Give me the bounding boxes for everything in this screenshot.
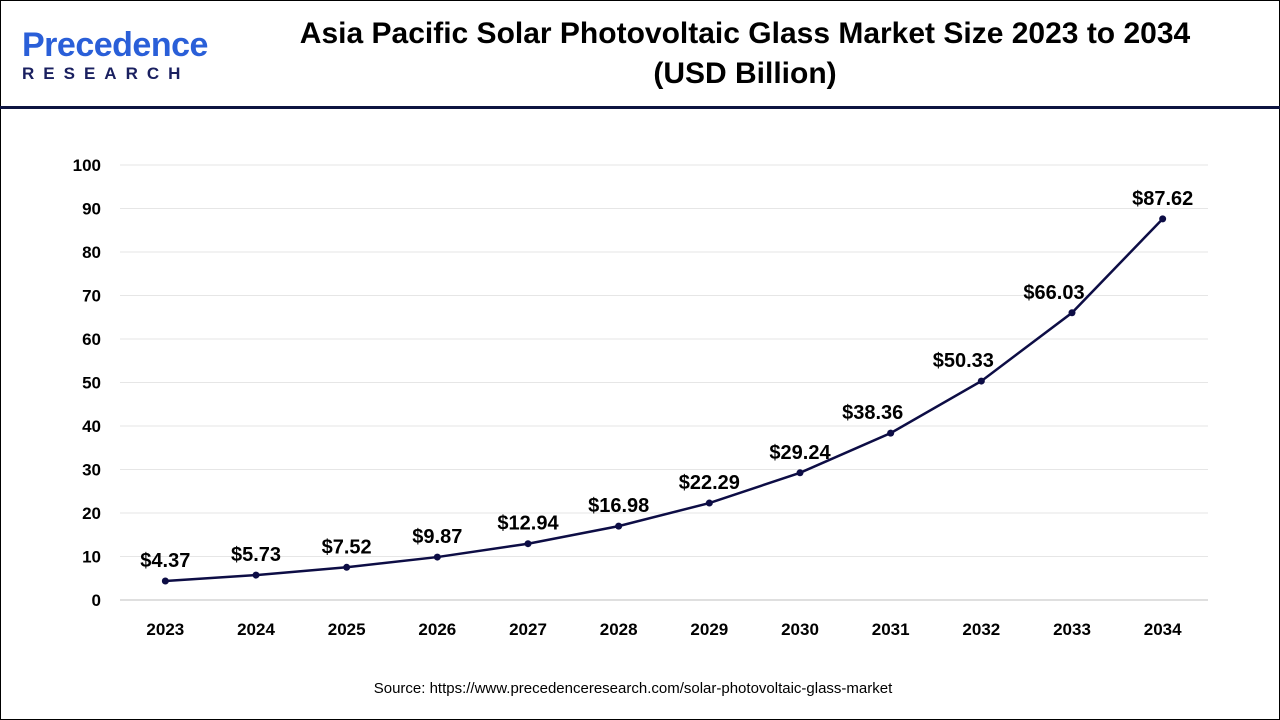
y-tick-label: 30 bbox=[82, 461, 101, 480]
y-tick-label: 50 bbox=[82, 374, 101, 393]
x-tick-label: 2026 bbox=[418, 620, 456, 639]
y-tick-label: 10 bbox=[82, 548, 101, 567]
data-label: $12.94 bbox=[497, 513, 559, 535]
x-tick-label: 2034 bbox=[1144, 620, 1182, 639]
header: Precedence RESEARCH Asia Pacific Solar P… bbox=[0, 0, 1280, 109]
x-tick-label: 2029 bbox=[690, 620, 728, 639]
y-tick-label: 0 bbox=[92, 591, 101, 610]
data-point bbox=[887, 429, 895, 437]
data-point bbox=[705, 499, 713, 507]
data-point bbox=[524, 540, 532, 548]
x-tick-label: 2032 bbox=[962, 620, 1000, 639]
data-label: $4.37 bbox=[140, 550, 190, 572]
y-tick-label: 100 bbox=[73, 156, 101, 175]
source-text: Source: https://www.precedenceresearch.c… bbox=[373, 680, 893, 697]
logo-subtext: RESEARCH bbox=[22, 64, 190, 83]
data-point bbox=[252, 571, 260, 579]
chart-title: Asia Pacific Solar Photovoltaic Glass Ma… bbox=[299, 17, 1191, 90]
data-label: $87.62 bbox=[1132, 188, 1193, 210]
data-label: $29.24 bbox=[769, 442, 831, 464]
data-point bbox=[161, 577, 169, 585]
y-tick-label: 60 bbox=[82, 330, 101, 349]
data-point bbox=[615, 522, 623, 530]
x-tick-label: 2025 bbox=[328, 620, 366, 639]
data-label: $50.33 bbox=[933, 350, 994, 372]
x-tick-label: 2033 bbox=[1053, 620, 1091, 639]
data-label: $22.29 bbox=[679, 472, 740, 494]
x-tick-label: 2024 bbox=[237, 620, 275, 639]
data-label: $5.73 bbox=[231, 544, 281, 566]
x-tick-label: 2028 bbox=[600, 620, 638, 639]
data-point bbox=[433, 553, 441, 561]
y-tick-label: 40 bbox=[82, 417, 101, 436]
data-label: $9.87 bbox=[412, 526, 462, 548]
logo-text: Precedence bbox=[22, 26, 208, 64]
precedence-research-logo: Precedence RESEARCH bbox=[22, 28, 212, 84]
data-label: $16.98 bbox=[588, 495, 649, 517]
x-tick-label: 2027 bbox=[509, 620, 547, 639]
x-tick-label: 2030 bbox=[781, 620, 819, 639]
y-tick-label: 20 bbox=[82, 504, 101, 523]
data-point bbox=[1068, 309, 1076, 317]
data-point bbox=[343, 563, 351, 571]
data-point bbox=[977, 377, 985, 385]
data-point bbox=[796, 469, 804, 477]
data-label: $7.52 bbox=[322, 536, 372, 558]
y-tick-label: 80 bbox=[82, 243, 101, 262]
data-label: $66.03 bbox=[1023, 282, 1084, 304]
data-label: $38.36 bbox=[842, 402, 903, 424]
series-line bbox=[165, 217, 1164, 583]
x-tick-label: 2023 bbox=[146, 620, 184, 639]
data-point bbox=[1159, 215, 1167, 223]
x-tick-label: 2031 bbox=[872, 620, 910, 639]
y-tick-label: 70 bbox=[82, 287, 101, 306]
y-tick-label: 90 bbox=[82, 200, 101, 219]
